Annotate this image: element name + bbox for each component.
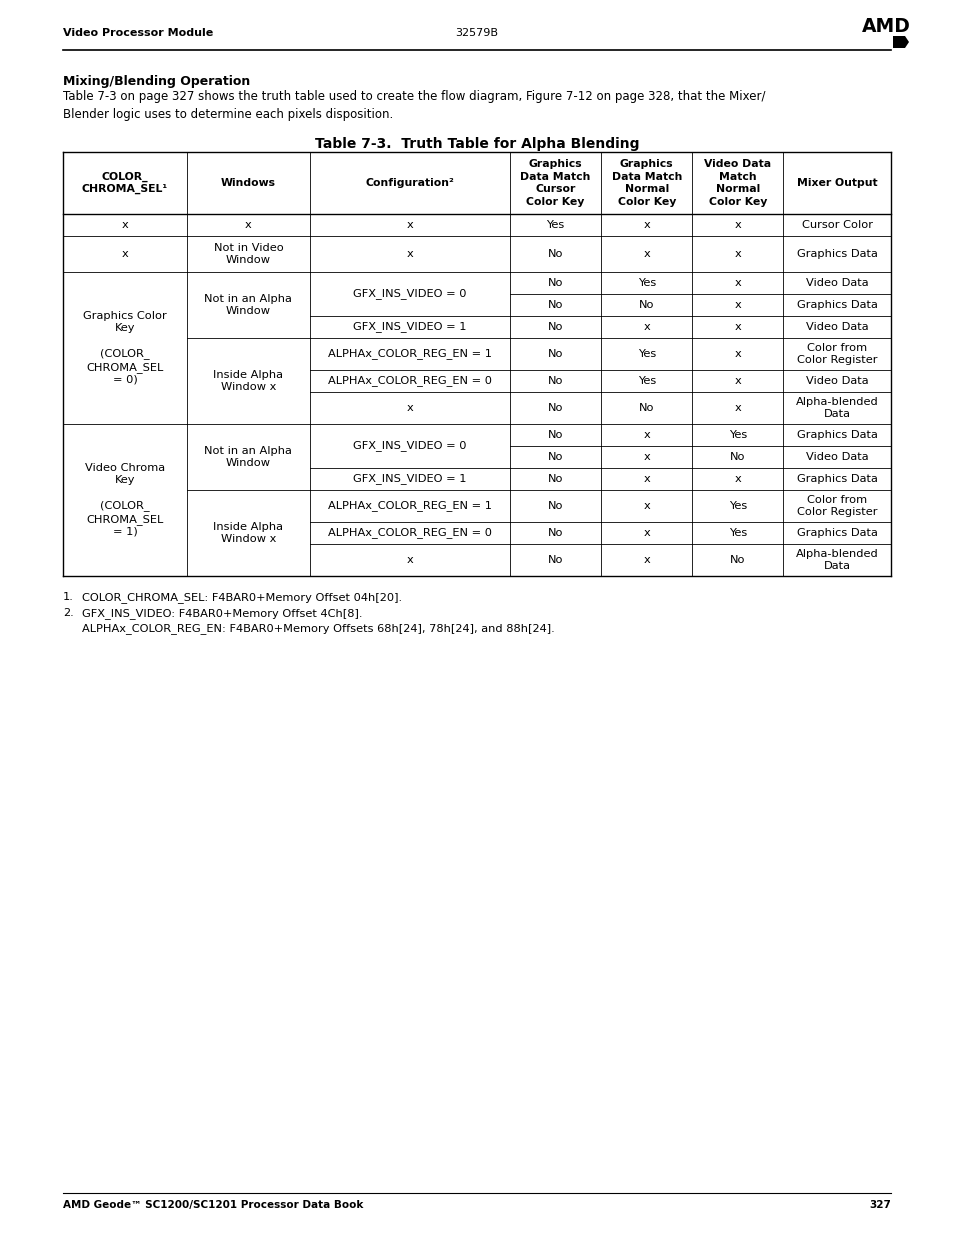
Text: Graphics Data: Graphics Data xyxy=(796,529,877,538)
Text: COLOR_CHROMA_SEL: F4BAR0+Memory Offset 04h[20].: COLOR_CHROMA_SEL: F4BAR0+Memory Offset 0… xyxy=(82,592,402,603)
Text: Not in an Alpha
Window: Not in an Alpha Window xyxy=(204,294,292,316)
Text: AMD: AMD xyxy=(862,17,910,36)
Text: Alpha-blended
Data: Alpha-blended Data xyxy=(795,548,878,572)
Text: No: No xyxy=(547,474,563,484)
Text: No: No xyxy=(547,430,563,440)
Text: 1.: 1. xyxy=(63,592,73,601)
Text: Video Processor Module: Video Processor Module xyxy=(63,28,213,38)
Text: x: x xyxy=(734,249,740,259)
Text: x: x xyxy=(406,249,413,259)
Text: Yes: Yes xyxy=(637,375,655,387)
Text: x: x xyxy=(406,403,413,412)
Text: Table 7-3 on page 327 shows the truth table used to create the flow diagram, Fig: Table 7-3 on page 327 shows the truth ta… xyxy=(63,90,764,121)
Text: ALPHAx_COLOR_REG_EN: F4BAR0+Memory Offsets 68h[24], 78h[24], and 88h[24].: ALPHAx_COLOR_REG_EN: F4BAR0+Memory Offse… xyxy=(82,622,554,634)
Text: Yes: Yes xyxy=(728,529,746,538)
Text: No: No xyxy=(547,322,563,332)
Text: Video Chroma
Key

(COLOR_
CHROMA_SEL
= 1): Video Chroma Key (COLOR_ CHROMA_SEL = 1) xyxy=(85,463,165,537)
Text: Configuration²: Configuration² xyxy=(365,178,454,188)
Text: No: No xyxy=(547,529,563,538)
Text: x: x xyxy=(734,322,740,332)
Text: No: No xyxy=(547,555,563,564)
Text: Inside Alpha
Window x: Inside Alpha Window x xyxy=(213,369,283,393)
Polygon shape xyxy=(892,36,908,48)
Text: No: No xyxy=(547,300,563,310)
Text: ALPHAx_COLOR_REG_EN = 0: ALPHAx_COLOR_REG_EN = 0 xyxy=(328,375,492,387)
Text: Graphics Color
Key

(COLOR_
CHROMA_SEL
= 0): Graphics Color Key (COLOR_ CHROMA_SEL = … xyxy=(83,311,167,385)
Text: x: x xyxy=(734,474,740,484)
Text: GFX_INS_VIDEO = 1: GFX_INS_VIDEO = 1 xyxy=(353,473,466,484)
Text: x: x xyxy=(122,220,129,230)
Text: Not in an Alpha
Window: Not in an Alpha Window xyxy=(204,446,292,468)
Text: Mixing/Blending Operation: Mixing/Blending Operation xyxy=(63,75,250,88)
Text: x: x xyxy=(642,430,649,440)
Text: No: No xyxy=(547,249,563,259)
Text: Graphics Data: Graphics Data xyxy=(796,300,877,310)
Text: Graphics Data: Graphics Data xyxy=(796,249,877,259)
Text: ALPHAx_COLOR_REG_EN = 0: ALPHAx_COLOR_REG_EN = 0 xyxy=(328,527,492,538)
Text: Graphics Data: Graphics Data xyxy=(796,430,877,440)
Text: ALPHAx_COLOR_REG_EN = 1: ALPHAx_COLOR_REG_EN = 1 xyxy=(328,348,492,359)
Text: No: No xyxy=(547,501,563,511)
Text: Video Data: Video Data xyxy=(805,278,867,288)
Text: Video Data: Video Data xyxy=(805,375,867,387)
Text: x: x xyxy=(734,403,740,412)
Text: Yes: Yes xyxy=(728,430,746,440)
Text: x: x xyxy=(642,249,649,259)
Text: 32579B: 32579B xyxy=(455,28,498,38)
Text: x: x xyxy=(642,529,649,538)
Text: x: x xyxy=(734,375,740,387)
Text: 2.: 2. xyxy=(63,608,73,618)
Text: x: x xyxy=(642,220,649,230)
Text: No: No xyxy=(729,555,745,564)
Text: Video Data
Match
Normal
Color Key: Video Data Match Normal Color Key xyxy=(703,159,771,206)
Text: No: No xyxy=(547,375,563,387)
Text: No: No xyxy=(547,403,563,412)
Text: x: x xyxy=(734,350,740,359)
Text: Yes: Yes xyxy=(728,501,746,511)
Text: Alpha-blended
Data: Alpha-blended Data xyxy=(795,396,878,419)
Text: GFX_INS_VIDEO = 1: GFX_INS_VIDEO = 1 xyxy=(353,321,466,332)
Text: COLOR_
CHROMA_SEL¹: COLOR_ CHROMA_SEL¹ xyxy=(82,172,168,194)
Text: GFX_INS_VIDEO = 0: GFX_INS_VIDEO = 0 xyxy=(353,289,466,299)
Text: Yes: Yes xyxy=(546,220,564,230)
Text: Mixer Output: Mixer Output xyxy=(796,178,877,188)
Text: AMD Geode™ SC1200/SC1201 Processor Data Book: AMD Geode™ SC1200/SC1201 Processor Data … xyxy=(63,1200,363,1210)
Text: No: No xyxy=(547,350,563,359)
Text: Color from
Color Register: Color from Color Register xyxy=(796,343,877,366)
Text: x: x xyxy=(406,220,413,230)
Text: Graphics Data: Graphics Data xyxy=(796,474,877,484)
Text: x: x xyxy=(406,555,413,564)
Text: x: x xyxy=(642,452,649,462)
Text: 327: 327 xyxy=(868,1200,890,1210)
Text: Graphics
Data Match
Cursor
Color Key: Graphics Data Match Cursor Color Key xyxy=(520,159,590,206)
Text: x: x xyxy=(734,278,740,288)
Text: Windows: Windows xyxy=(221,178,275,188)
Text: Color from
Color Register: Color from Color Register xyxy=(796,495,877,517)
Text: Not in Video
Window: Not in Video Window xyxy=(213,243,283,266)
Text: x: x xyxy=(734,300,740,310)
Text: x: x xyxy=(642,555,649,564)
Text: ALPHAx_COLOR_REG_EN = 1: ALPHAx_COLOR_REG_EN = 1 xyxy=(328,500,492,511)
Text: No: No xyxy=(547,452,563,462)
Text: x: x xyxy=(122,249,129,259)
Text: x: x xyxy=(642,474,649,484)
Text: Cursor Color: Cursor Color xyxy=(801,220,872,230)
Text: Inside Alpha
Window x: Inside Alpha Window x xyxy=(213,522,283,545)
Text: x: x xyxy=(734,220,740,230)
Text: x: x xyxy=(245,220,252,230)
Text: Yes: Yes xyxy=(637,350,655,359)
Text: Video Data: Video Data xyxy=(805,452,867,462)
Text: Yes: Yes xyxy=(637,278,655,288)
Text: No: No xyxy=(639,403,654,412)
Text: GFX_INS_VIDEO = 0: GFX_INS_VIDEO = 0 xyxy=(353,441,466,452)
Text: x: x xyxy=(642,322,649,332)
Text: No: No xyxy=(547,278,563,288)
Text: Table 7-3.  Truth Table for Alpha Blending: Table 7-3. Truth Table for Alpha Blendin… xyxy=(314,137,639,151)
Text: Graphics
Data Match
Normal
Color Key: Graphics Data Match Normal Color Key xyxy=(611,159,681,206)
Text: GFX_INS_VIDEO: F4BAR0+Memory Offset 4Ch[8].: GFX_INS_VIDEO: F4BAR0+Memory Offset 4Ch[… xyxy=(82,608,362,619)
Text: No: No xyxy=(729,452,745,462)
Text: Video Data: Video Data xyxy=(805,322,867,332)
Text: No: No xyxy=(639,300,654,310)
Text: x: x xyxy=(642,501,649,511)
